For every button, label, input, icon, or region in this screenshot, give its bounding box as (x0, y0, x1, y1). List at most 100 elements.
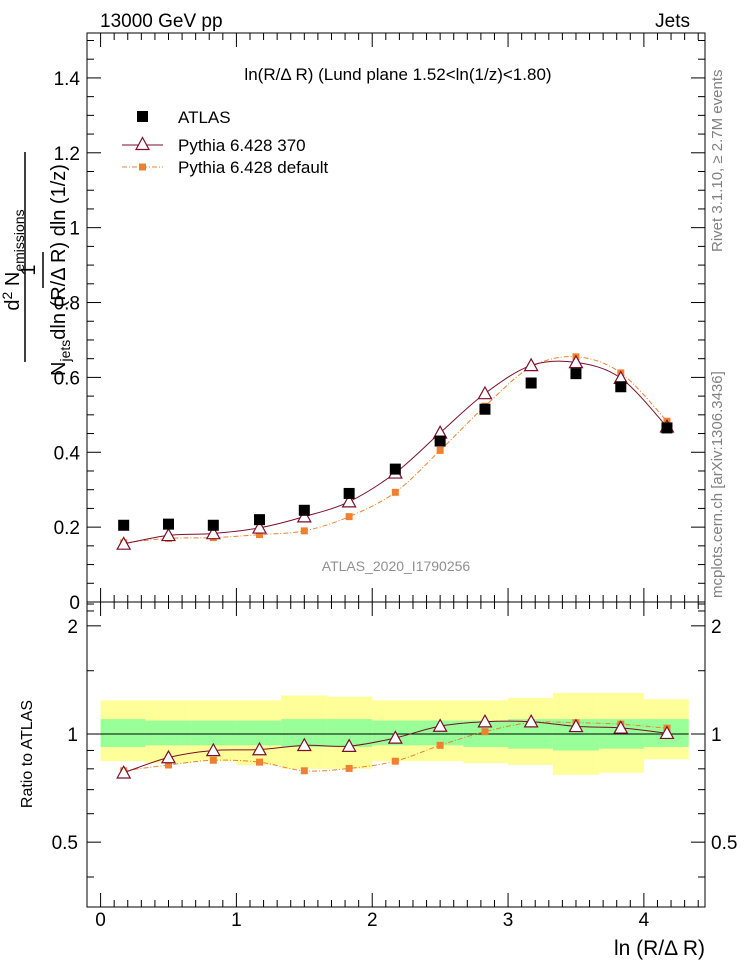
atlas-data-point (343, 487, 355, 499)
pythia370-curve (123, 360, 668, 545)
x-tick-label: 0 (95, 910, 106, 931)
pythia-default-curve (123, 356, 668, 544)
main-y-tick-label: 0.4 (54, 443, 81, 464)
pythia370-point (116, 536, 132, 550)
ratio-plot-panel: 0.5 0.5 1 1 2 2 Ratio to ATLAS (19, 601, 737, 908)
ratio-y-ticks: 0.5 0.5 1 1 2 2 (52, 603, 737, 878)
ratio-pythia370-point (613, 720, 629, 734)
ratio-pythia370-point (387, 730, 403, 744)
ratio-y-tick-label-right: 2 (711, 617, 722, 638)
ratio-pythia-default-point (300, 767, 308, 775)
atlas-data-point (615, 381, 627, 393)
legend-atlas-label: ATLAS (178, 108, 231, 127)
x-tick-label: 4 (639, 910, 650, 931)
ratio-pythia370-point (116, 765, 132, 779)
atlas-data-point (479, 403, 491, 415)
atlas-data-point (434, 435, 446, 447)
main-y-tick-label: 1.2 (54, 144, 80, 165)
legend-pythia-default-marker (139, 163, 146, 171)
process-label: Jets (655, 11, 690, 32)
y-label-denominator: Njetsdln (R/Δ R) dln (1/z) (48, 164, 73, 376)
main-y-tick-label: 0 (69, 593, 80, 614)
ratio-y-tick-label-right: 0.5 (711, 833, 737, 854)
pythia370-point (205, 525, 221, 540)
ratio-pythia-default-point (209, 756, 217, 764)
main-y-tick-label: 0.2 (54, 518, 80, 539)
pythia-default-point (345, 513, 353, 521)
y-axis-label: 1 Njetsdln (R/Δ R) dln (1/z) d2 Nemissio… (0, 152, 73, 376)
main-y-tick-label: 1.4 (54, 69, 81, 90)
legend-pythia-default-label: Pythia 6.428 default (178, 158, 329, 177)
ratio-y-axis-label: Ratio to ATLAS (19, 700, 36, 808)
x-tick-label: 2 (367, 910, 378, 931)
atlas-data-point (525, 377, 537, 389)
y-label-numerator: d2 Nemissions (0, 209, 27, 310)
legend: ATLAS Pythia 6.428 370 Pythia 6.428 defa… (122, 108, 329, 177)
atlas-data-point (207, 519, 219, 531)
ratio-pythia370-point (523, 713, 539, 728)
ratio-pythia-default-point (164, 761, 172, 769)
ratio-pythia370-point (341, 738, 357, 752)
x-tick-labels: 0 1 2 3 4 (95, 910, 649, 931)
ratio-pythia370-point (205, 742, 221, 757)
pythia370-point (568, 354, 584, 369)
ratio-inner-band (145, 720, 192, 746)
y-label-num-base: d (2, 299, 24, 310)
atlas-data-point (253, 514, 265, 526)
main-y-tick-label: 0.6 (54, 368, 80, 389)
y-label-num-sub: emissions (11, 209, 27, 271)
ratio-pythia-default-point (345, 764, 353, 772)
atlas-data-point (298, 504, 310, 516)
ratio-uncertainty-bands (100, 693, 689, 775)
y-label-den-sub: jets (57, 340, 73, 363)
pythia-default-point (255, 531, 263, 539)
plot-title: ln(R/Δ R) (Lund plane 1.52<ln(1/z)<1.80) (244, 65, 551, 84)
ratio-pythia370-point (659, 725, 675, 740)
main-y-tick-label: 0.8 (54, 294, 80, 315)
pythia370-point (296, 508, 312, 523)
pythia370-point (341, 493, 357, 508)
main-x-ticks (100, 33, 699, 602)
y-label-den-rest: dln (R/Δ R) dln (1/z) (48, 164, 70, 340)
ratio-pythia-default-point (436, 741, 444, 749)
ratio-pythia370-point (568, 718, 584, 733)
atlas-data-point (661, 422, 673, 434)
x-tick-label: 1 (231, 910, 242, 931)
y-label-one: 1 (18, 264, 40, 275)
x-tick-label: 3 (503, 910, 514, 931)
legend-atlas-marker (137, 111, 148, 122)
ratio-pythia370-point (432, 718, 448, 732)
main-y-tick-label: 1 (69, 219, 80, 240)
ratio-pythia-default-point (391, 757, 399, 765)
atlas-data-point (162, 518, 174, 530)
pythia-default-point (300, 527, 308, 535)
x-axis-label: ln (R/Δ R) (614, 937, 705, 960)
pythia370-point (160, 527, 177, 542)
pythia-default-point (391, 488, 399, 496)
y-label-den-base: N (48, 361, 70, 375)
ratio-pythia-default-point (255, 758, 263, 766)
ratio-pythia-default-point (481, 728, 489, 736)
y-label-num-mid: N (2, 272, 24, 292)
main-plot-panel: 0 0.2 0.4 0.6 0.8 1 1.2 1.4 ln(R/Δ R) (Lund pla… (54, 32, 706, 614)
pythia370-point (523, 357, 539, 372)
atlas-data-point (118, 519, 130, 531)
main-series-layer (116, 353, 675, 550)
ratio-inner-band (236, 720, 282, 746)
energy-label: 13000 GeV pp (100, 11, 223, 32)
ratio-series-layer (116, 713, 675, 779)
ratio-pythia370-point (477, 713, 493, 728)
y-label-num-sup: 2 (0, 291, 15, 299)
ratio-y-tick-label: 0.5 (52, 833, 78, 854)
ratio-y-tick-label: 2 (67, 617, 78, 638)
pythia-default-point (436, 446, 444, 454)
atlas-data-point (389, 463, 401, 475)
ratio-inner-band (100, 719, 146, 748)
watermark-label: ATLAS_2020_I1790256 (322, 558, 471, 574)
legend-pythia370-label: Pythia 6.428 370 (178, 136, 306, 155)
ratio-y-tick-label: 1 (67, 725, 78, 746)
mcplots-label: mcplots.cern.ch [arXiv:1306.3436] (709, 371, 726, 598)
ratio-pythia370-point (160, 749, 177, 764)
ratio-x-ticks (100, 602, 699, 907)
